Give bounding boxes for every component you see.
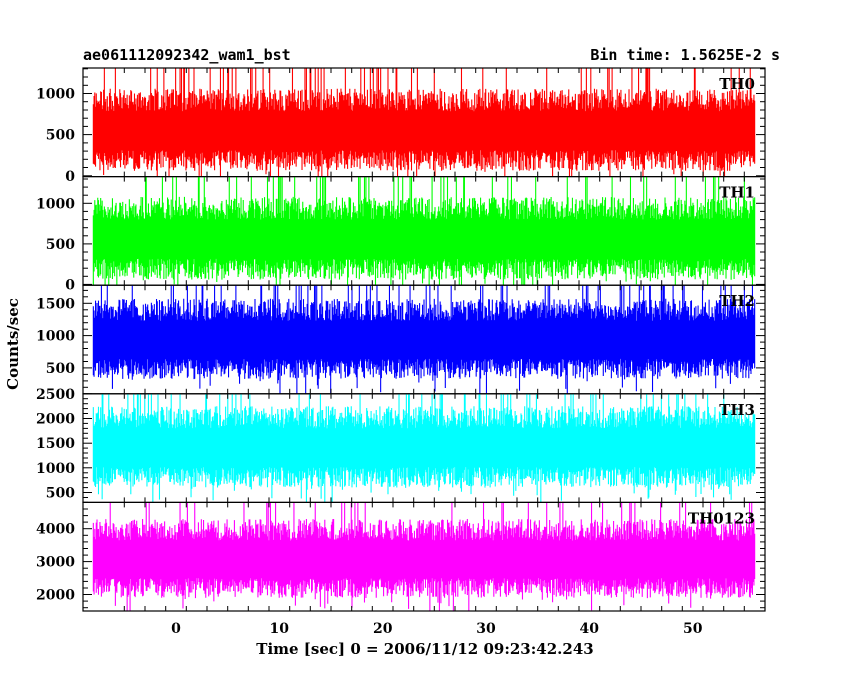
panel-th0123: 2000 3000 4000 TH0123	[36, 501, 766, 612]
y-tick-label: 1500	[36, 296, 75, 312]
x-tick-label: 30	[476, 621, 496, 637]
x-tick-label: 40	[580, 621, 600, 637]
y-tick-label: 1000	[36, 329, 75, 345]
y-tick-label: 500	[46, 361, 75, 377]
panel-th3: 500 1000 1500 2000 2500 TH3	[36, 387, 766, 503]
series-th1-line	[92, 176, 756, 286]
panel-label-th0: TH0	[719, 75, 755, 93]
panel-th2: 500 1000 1500 TH2	[36, 284, 766, 395]
y-tick-label: 1000	[36, 461, 75, 477]
y-tick-label: 2500	[36, 387, 75, 403]
x-tick-label: 50	[683, 621, 703, 637]
panel-label-th2: TH2	[719, 292, 755, 310]
panel-label-th3: TH3	[719, 401, 755, 419]
panels-group: 0 500 1000 TH0 0 500 1000 TH1 500 1000 1500 TH2 500 1…	[36, 67, 766, 612]
y-tick-label: 0	[65, 169, 75, 185]
y-tick-label: 1000	[36, 196, 75, 212]
y-axis-label: Counts/sec	[4, 298, 22, 390]
series-th3-line	[92, 393, 756, 503]
series-th2-line	[92, 285, 756, 394]
chart-title: ae061112092342_wam1_bst	[83, 46, 291, 64]
y-tick-label: 500	[46, 486, 75, 502]
panel-th0: 0 500 1000 TH0	[36, 67, 766, 185]
series-th0123-line	[92, 502, 756, 611]
x-axis-label: Time [sec] 0 = 2006/11/12 09:23:42.243	[256, 640, 593, 658]
y-tick-label: 2000	[36, 588, 75, 604]
x-tick-label: 10	[270, 621, 290, 637]
series-th0-line	[92, 68, 756, 177]
y-tick-label: 3000	[36, 555, 75, 571]
x-axis: 0 10 20 30 40 50	[171, 621, 703, 637]
y-tick-label: 500	[46, 237, 75, 253]
y-tick-label: 2000	[36, 412, 75, 428]
panel-label-th1: TH1	[719, 184, 755, 202]
y-tick-label: 1000	[36, 87, 75, 103]
y-tick-label: 500	[46, 128, 75, 144]
y-tick-label: 4000	[36, 522, 75, 538]
y-tick-label: 1500	[36, 436, 75, 452]
panel-th1: 0 500 1000 TH1	[36, 176, 766, 293]
x-tick-label: 20	[373, 621, 393, 637]
panel-label-th0123: TH0123	[688, 509, 755, 527]
y-tick-label: 0	[65, 277, 75, 293]
panel-frame	[82, 501, 766, 612]
x-tick-label: 0	[171, 621, 181, 637]
bin-time-label: Bin time: 1.5625E-2 s	[590, 46, 780, 64]
